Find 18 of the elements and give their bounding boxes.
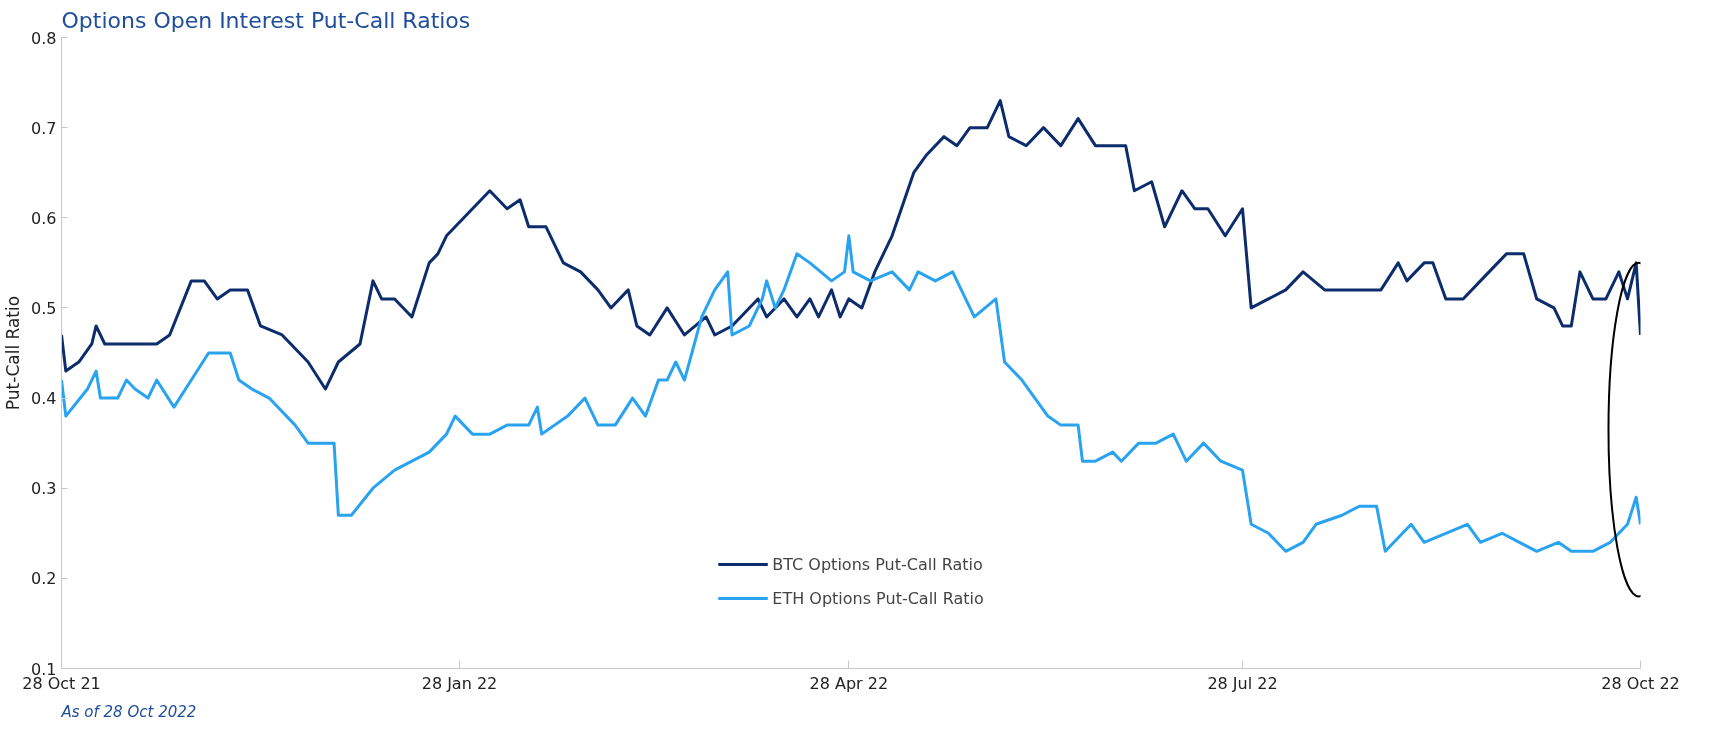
text: As of 28 Oct 2022 (60, 702, 197, 721)
legend-label: BTC Options Put-Call Ratio (772, 554, 983, 574)
legend-label: ETH Options Put-Call Ratio (772, 588, 984, 608)
y-tick-label: 0.3 (31, 479, 57, 499)
y-tick-label: 0.2 (31, 569, 57, 589)
y-axis-title: Put-Call Ratio (3, 295, 24, 411)
line-series (61, 99, 1641, 391)
y-tick-label: 0.5 (31, 298, 57, 318)
y-tick-label: 0.8 (31, 28, 57, 48)
x-tick-label: 28 Oct 22 (1601, 673, 1680, 693)
line-series (61, 234, 1641, 553)
y-tick-label: 0.6 (31, 208, 57, 228)
chart-title: Options Open Interest Put-Call Ratios (61, 7, 471, 33)
x-tick-label: 28 Apr 22 (809, 673, 889, 693)
x-tick-label: 28 Jan 22 (421, 673, 498, 693)
x-tick-label: 28 Jul 22 (1207, 673, 1278, 693)
y-tick-label: 0.7 (31, 118, 57, 138)
y-tick-label: 0.4 (31, 389, 57, 409)
